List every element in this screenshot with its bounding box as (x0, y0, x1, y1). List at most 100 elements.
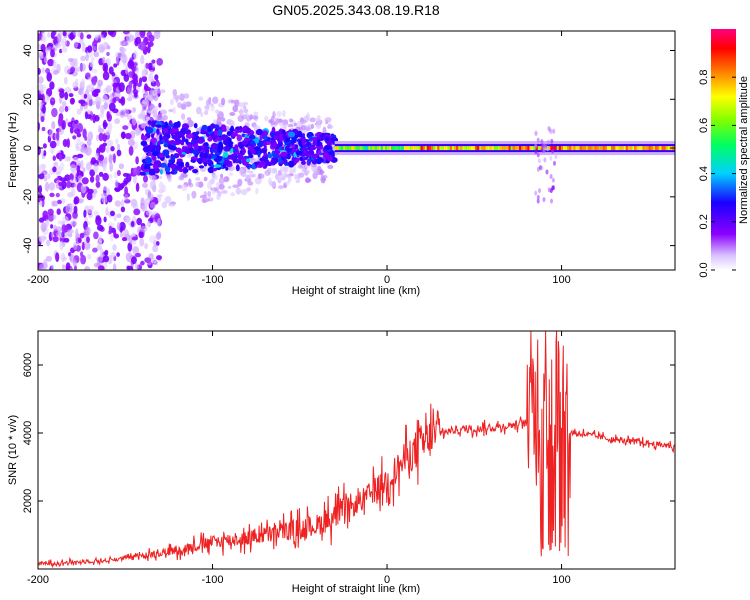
heatmap-cell (167, 140, 171, 145)
heatmap-cell (308, 136, 313, 142)
heatmap-cell (276, 110, 282, 117)
heatmap-cell (98, 235, 103, 244)
heatmap-cell (183, 93, 190, 99)
heatmap-cell (203, 161, 208, 167)
heatmap-cell (283, 123, 287, 129)
heatmap-cell (205, 99, 210, 107)
heatmap-cell (116, 222, 121, 231)
heatmap-cell (569, 146, 572, 151)
heatmap-cell (72, 135, 77, 140)
heatmap-cell (236, 134, 243, 142)
spectrogram-frame (37, 30, 676, 271)
heatmap-cell (215, 156, 222, 162)
heatmap-cell (108, 225, 112, 231)
heatmap-cell (235, 187, 242, 195)
heatmap-cell (268, 167, 273, 173)
heatmap-cell (97, 258, 103, 266)
heatmap-cell (186, 117, 192, 121)
heatmap-cell (149, 70, 155, 75)
heatmap-cell (535, 146, 538, 151)
heatmap-cell (90, 205, 95, 211)
heatmap-cell (334, 146, 337, 151)
heatmap-cell (553, 160, 556, 166)
heatmap-cell (159, 162, 167, 168)
heatmap-cell (157, 195, 162, 203)
heatmap-cell (121, 54, 128, 64)
heatmap-cell (536, 198, 540, 204)
heatmap-cell (638, 146, 641, 151)
heatmap-cell (216, 117, 222, 125)
heatmap-cell (101, 195, 108, 204)
heatmap-cell (104, 62, 108, 73)
heatmap-cell (550, 146, 553, 151)
heatmap-cell (144, 243, 149, 250)
heatmap-cell (632, 146, 635, 151)
heatmap-cell (147, 41, 154, 47)
heatmap-cell (185, 161, 190, 168)
heatmap-cell (138, 231, 144, 239)
heatmap-cell (64, 106, 69, 112)
heatmap-cell (262, 140, 267, 147)
heatmap-cell (267, 161, 273, 167)
heatmap-cell (53, 161, 59, 167)
heatmap-cell (403, 146, 406, 151)
heatmap-cell (222, 139, 230, 146)
heatmap-cell (456, 146, 459, 151)
heatmap-cell (136, 217, 143, 226)
y-tick-label: 4000 (22, 421, 34, 445)
heatmap-cell (249, 114, 254, 120)
heatmap-cell (55, 231, 63, 239)
heatmap-cell (536, 152, 540, 158)
heatmap-cell (88, 83, 94, 89)
heatmap-cell (81, 42, 86, 53)
heatmap-cell (521, 146, 524, 151)
heatmap-cell (320, 174, 328, 179)
heatmap-cell (156, 128, 160, 135)
heatmap-cell (102, 132, 108, 142)
heatmap-cell (305, 126, 311, 132)
heatmap-cell (250, 149, 256, 154)
heatmap-cell (152, 245, 159, 253)
heatmap-cell (80, 55, 86, 62)
heatmap-cell (87, 253, 92, 260)
heatmap-cell (43, 50, 47, 58)
snr-series-line (38, 331, 675, 569)
heatmap-cell (106, 111, 110, 119)
heatmap-cell (588, 146, 591, 151)
heatmap-cell (341, 146, 344, 151)
heatmap-cell (353, 146, 356, 151)
heatmap-cell (212, 96, 219, 104)
heatmap-cell (408, 146, 411, 151)
heatmap-cell (514, 146, 517, 151)
heatmap-cell (551, 185, 555, 191)
heatmap-cell (173, 169, 178, 175)
heatmap-cell (154, 31, 161, 34)
heatmap-cell (172, 95, 180, 100)
heatmap-cell (66, 180, 71, 189)
heatmap-cell (76, 132, 82, 138)
heatmap-cell (65, 118, 69, 124)
heatmap-cell (150, 201, 156, 209)
heatmap-cell (278, 176, 283, 180)
heatmap-cell (98, 144, 106, 153)
heatmap-cell (327, 141, 332, 145)
heatmap-cell (274, 117, 279, 123)
x-tick-label: -200 (27, 574, 49, 586)
heatmap-cell (57, 117, 64, 127)
heatmap-cell (218, 177, 225, 184)
heatmap-cell (242, 113, 250, 120)
heatmap-cell (215, 186, 220, 192)
heatmap-cell (107, 122, 113, 132)
heatmap-cell (101, 94, 108, 103)
heatmap-cell (105, 206, 109, 214)
snr-plot-area (38, 331, 675, 569)
heatmap-cell (443, 146, 446, 151)
heatmap-cell (552, 128, 556, 134)
heatmap-cell (184, 168, 189, 173)
heatmap-cell (384, 146, 388, 151)
heatmap-cell (164, 136, 169, 143)
heatmap-cell (221, 189, 228, 194)
heatmap-cell (45, 239, 51, 247)
heatmap-cell (207, 166, 215, 174)
heatmap-cell (376, 146, 379, 151)
